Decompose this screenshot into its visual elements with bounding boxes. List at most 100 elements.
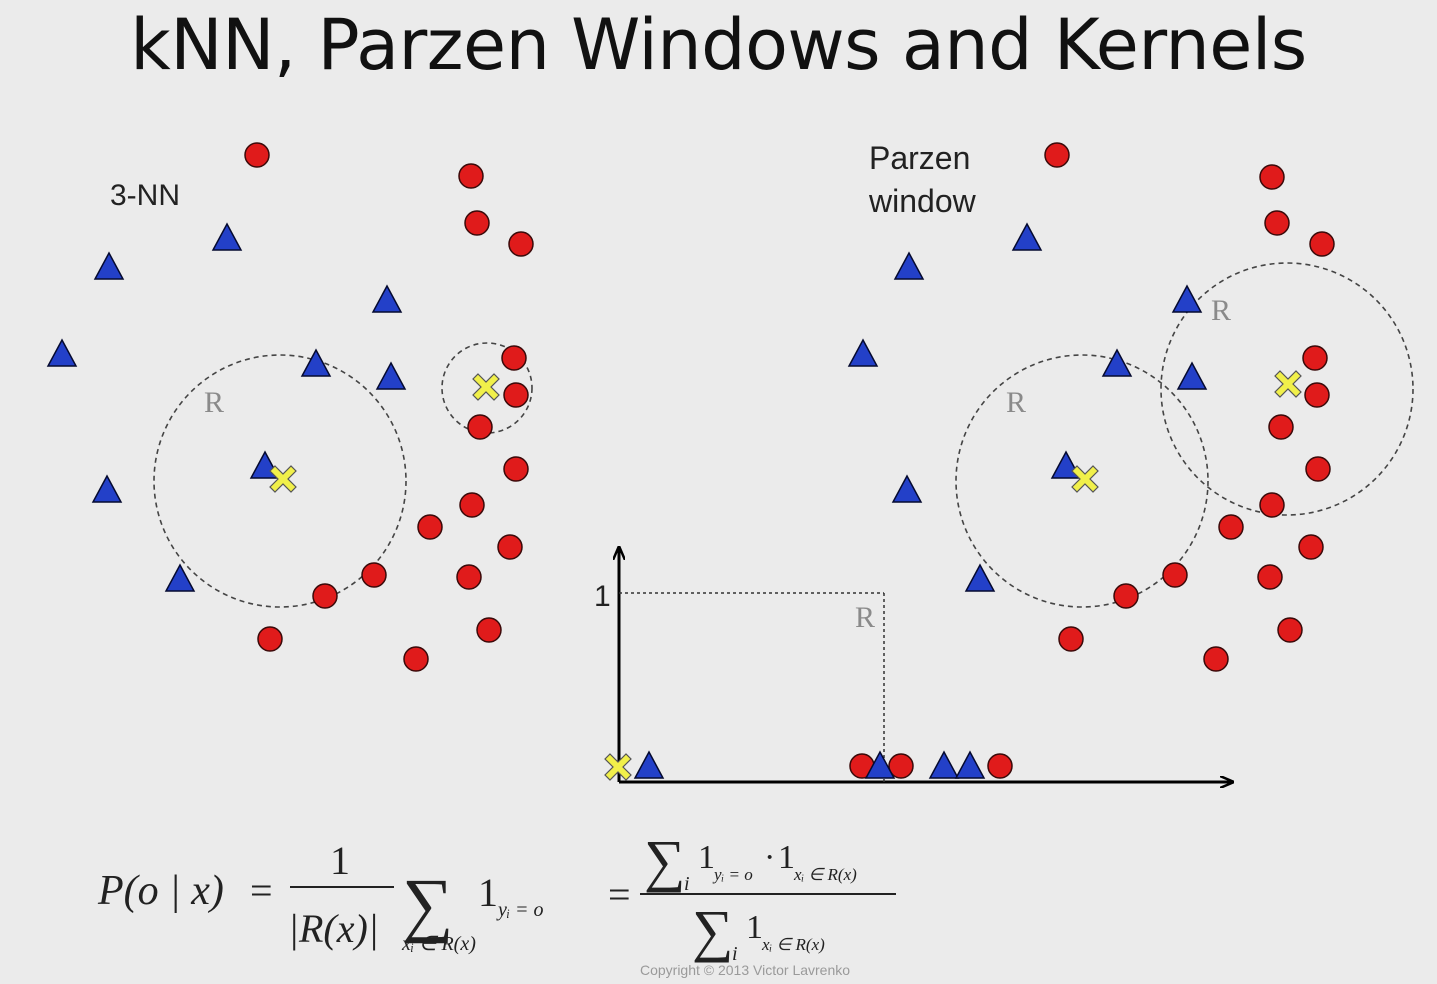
region-label-right-b: R: [1211, 294, 1231, 327]
blue-triangle-point: [91, 474, 123, 503]
formula-indicator-sub-1: yᵢ = o: [496, 899, 544, 921]
red-circle-point: [312, 583, 338, 609]
formula-rhs-den-ind-sub: xᵢ ∈ R(x): [761, 935, 825, 954]
red-circle-point: [1264, 210, 1290, 236]
red-circle-point: [403, 646, 429, 672]
blue-triangle-point: [1011, 222, 1043, 251]
formula-one: 1: [330, 838, 350, 883]
red-circle-point: [1218, 514, 1244, 540]
label-parzen: Parzen: [869, 140, 970, 176]
red-circle-point: [244, 142, 270, 168]
blue-triangle-point: [891, 474, 923, 503]
red-circle-point: [458, 163, 484, 189]
query-point-cross: [269, 465, 297, 493]
right-points: [847, 142, 1335, 672]
red-circle-point: [503, 456, 529, 482]
red-circle-point: [456, 564, 482, 590]
knn-neighborhood-large: [153, 354, 407, 608]
blue-triangle-point: [164, 563, 196, 592]
red-circle-point: [1257, 564, 1283, 590]
red-circle-point: [1113, 583, 1139, 609]
parzen-window-right: [1160, 262, 1414, 516]
query-point-cross: [604, 753, 632, 781]
red-circle-point: [888, 753, 914, 779]
blue-triangle-point: [633, 750, 665, 779]
formula: P(o | x) = 1 |R(x)| ∑ 1 yᵢ = o xᵢ ∈ R(x)…: [97, 828, 896, 965]
formula-sum-2: ∑: [644, 828, 685, 893]
blue-triangle-point: [893, 251, 925, 280]
blue-triangle-point: [375, 361, 407, 390]
red-circle-point: [467, 414, 493, 440]
red-circle-point: [476, 617, 502, 643]
red-circle-point: [1259, 492, 1285, 518]
blue-triangle-point: [928, 750, 960, 779]
red-circle-point: [361, 562, 387, 588]
kernel-y-tick-1: 1: [594, 580, 611, 613]
formula-rhs-ind1: 1: [698, 839, 715, 876]
formula-sum-3: ∑: [692, 898, 733, 963]
red-circle-point: [501, 345, 527, 371]
red-circle-point: [1302, 345, 1328, 371]
blue-triangle-point: [1176, 361, 1208, 390]
query-point-cross: [1071, 465, 1099, 493]
blue-triangle-point: [211, 222, 243, 251]
red-circle-point: [503, 382, 529, 408]
red-circle-point: [1162, 562, 1188, 588]
formula-sum-1: ∑: [402, 864, 453, 944]
blue-triangle-point: [1101, 348, 1133, 377]
blue-triangle-point: [371, 284, 403, 313]
red-circle-point: [464, 210, 490, 236]
red-circle-point: [417, 514, 443, 540]
formula-rhs-ind2: 1: [778, 839, 795, 876]
blue-triangle-point: [864, 750, 896, 779]
parzen-window-left: [955, 354, 1209, 608]
red-circle-point: [987, 753, 1013, 779]
copyright: Copyright © 2013 Victor Lavrenko: [639, 962, 851, 978]
formula-rhs-den-ind: 1: [746, 909, 763, 946]
kernel-region-label: R: [855, 601, 875, 634]
blue-triangle-point: [300, 348, 332, 377]
red-circle-point: [1058, 626, 1084, 652]
formula-rhs-ind2-sub: xᵢ ∈ R(x): [793, 865, 857, 884]
formula-equals-2: =: [608, 872, 631, 917]
region-label-left: R: [204, 386, 224, 419]
blue-triangle-point: [46, 338, 78, 367]
formula-sum-sub-3: i: [732, 943, 738, 965]
region-label-right-a: R: [1006, 386, 1026, 419]
query-point-cross: [472, 373, 500, 401]
formula-equals-1: =: [250, 868, 273, 913]
left-points: [46, 142, 534, 672]
red-circle-point: [1203, 646, 1229, 672]
red-circle-point: [257, 626, 283, 652]
red-circle-point: [1277, 617, 1303, 643]
red-circle-point: [459, 492, 485, 518]
formula-sum-sub-2: i: [684, 873, 690, 895]
red-circle-point: [1259, 164, 1285, 190]
red-circle-point: [1304, 382, 1330, 408]
formula-rhs-dot: ·: [764, 839, 775, 876]
formula-sum-sub-1: xᵢ ∈ R(x): [401, 933, 476, 955]
red-circle-point: [508, 231, 534, 257]
red-circle-point: [1309, 231, 1335, 257]
red-circle-point: [497, 534, 523, 560]
knn-neighborhood-small: [441, 342, 533, 434]
blue-triangle-point: [847, 338, 879, 367]
formula-denominator: |R(x)|: [288, 906, 379, 951]
red-circle-point: [1305, 456, 1331, 482]
blue-triangle-point: [1171, 284, 1203, 313]
blue-triangle-point: [954, 750, 986, 779]
slide-title: kNN, Parzen Windows and Kernels: [130, 4, 1307, 86]
formula-lhs: P(o | x): [97, 868, 224, 914]
red-circle-point: [1268, 414, 1294, 440]
formula-indicator-1: 1: [478, 870, 498, 915]
red-circle-point: [1298, 534, 1324, 560]
blue-triangle-point: [964, 563, 996, 592]
formula-rhs-ind1-sub: yᵢ = o: [712, 865, 753, 884]
kernel-points: [604, 750, 1013, 781]
blue-triangle-point: [93, 251, 125, 280]
label-3nn: 3-NN: [110, 179, 180, 212]
red-circle-point: [1044, 142, 1070, 168]
query-point-cross: [1274, 370, 1302, 398]
